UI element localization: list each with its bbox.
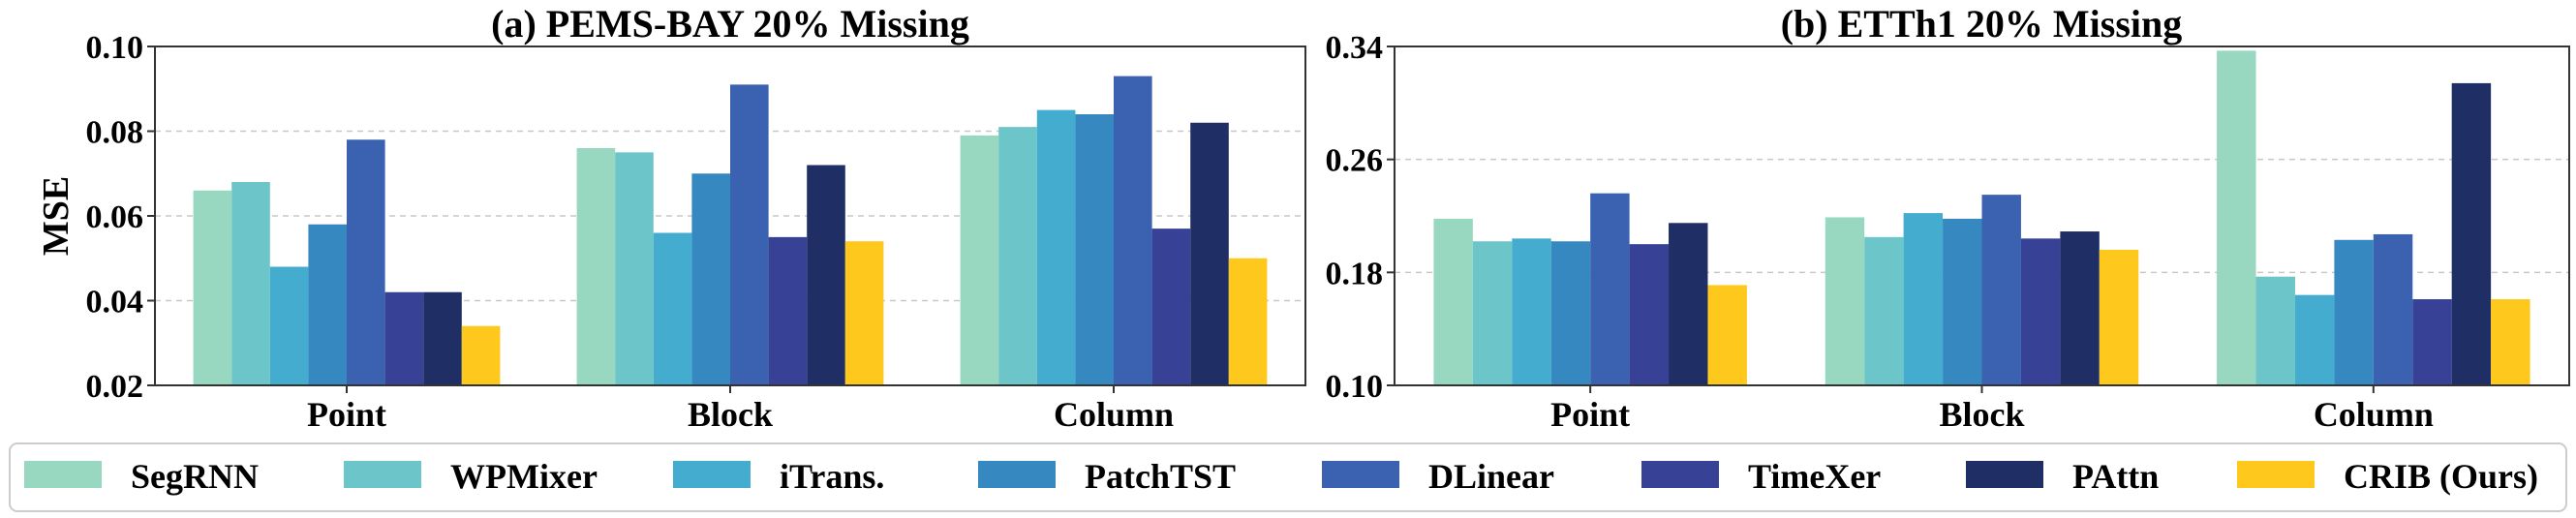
bar-dlinear-column: [1114, 76, 1152, 385]
bar-segrnn-column: [960, 135, 999, 385]
bar-wpmixer-column: [998, 127, 1037, 385]
legend-frame: [9, 442, 2567, 512]
y-axis-label: MSE: [36, 176, 77, 256]
panel-pems-bay: 0.02 0.04 0.06 0.08 0.10 Point Block Column (a…: [36, 2, 1306, 434]
legend-label-patchtst: PatchTST: [1085, 457, 1236, 496]
legend-label-dlinear: DLinear: [1428, 457, 1554, 496]
bar-timexer-point: [1629, 244, 1670, 385]
bar-segrnn-point: [1433, 218, 1473, 385]
bar-pattn-point: [1669, 223, 1708, 385]
chart-title: (b) ETTh1 20% Missing: [1781, 2, 2183, 46]
bar-itrans-point: [269, 266, 309, 385]
bar-wpmixer-column: [2255, 276, 2295, 385]
bar-dlinear-block: [730, 84, 769, 385]
bar-itrans-point: [1512, 238, 1551, 385]
legend-swatch-pattn: [1966, 461, 2043, 488]
bar-pattn-block: [807, 165, 845, 385]
legend-swatch-patchtst: [978, 461, 1056, 488]
bar-crib-ours-point: [1707, 285, 1747, 385]
bar-wpmixer-block: [1864, 236, 1904, 385]
bar-pattn-column: [2451, 82, 2492, 386]
bar-pattn-point: [423, 291, 462, 385]
bar-segrnn-point: [193, 190, 232, 385]
y-tick-label: 0.18: [1326, 256, 1384, 291]
bar-segrnn-block: [576, 148, 616, 385]
y-tick-label: 0.34: [1326, 30, 1384, 66]
legend-swatch-wpmixer: [344, 461, 421, 488]
bar-itrans-block: [653, 232, 692, 385]
bar-timexer-block: [768, 236, 808, 385]
y-tick-label: 0.06: [86, 199, 144, 235]
legend-label-itrans: iTrans.: [780, 457, 884, 496]
bar-itrans-block: [1903, 213, 1944, 385]
y-tick-label: 0.02: [86, 369, 144, 405]
legend: SegRNN WPMixer iTrans. PatchTST DLinear TimeX…: [9, 442, 2567, 512]
bar-wpmixer-block: [615, 152, 654, 385]
legend-label-crib-ours: CRIB (Ours): [2344, 457, 2538, 496]
legend-swatch-timexer: [1641, 461, 1719, 488]
bar-pattn-block: [2060, 231, 2100, 385]
bar-segrnn-column: [2217, 50, 2256, 385]
y-tick-label: 0.26: [1326, 143, 1384, 179]
bar-wpmixer-point: [1472, 241, 1513, 385]
x-tick-label: Block: [1939, 395, 2024, 434]
bar-crib-ours-column: [2491, 299, 2530, 385]
legend-swatch-segrnn: [24, 461, 102, 488]
x-tick-label: Point: [307, 395, 386, 434]
chart-title: (a) PEMS-BAY 20% Missing: [491, 2, 969, 46]
bar-patchtst-point: [308, 224, 347, 385]
bar-itrans-column: [2294, 294, 2335, 385]
bar-timexer-point: [384, 291, 424, 385]
bar-dlinear-block: [1981, 195, 2021, 385]
y-tick-label: 0.08: [86, 115, 144, 151]
legend-label-pattn: PAttn: [2072, 457, 2159, 496]
legend-swatch-crib-ours: [2237, 461, 2315, 488]
x-tick-label: Point: [1550, 395, 1630, 434]
bar-wpmixer-point: [231, 182, 270, 385]
bar-dlinear-point: [1590, 193, 1630, 385]
legend-label-segrnn: SegRNN: [131, 457, 259, 496]
legend-label-wpmixer: WPMixer: [450, 457, 598, 496]
bar-crib-ours-point: [461, 325, 501, 385]
bar-crib-ours-block: [844, 241, 884, 385]
x-tick-label: Block: [688, 395, 773, 434]
bar-patchtst-block: [691, 173, 730, 385]
legend-swatch-dlinear: [1322, 461, 1399, 488]
bar-patchtst-point: [1550, 241, 1591, 385]
bar-timexer-block: [2020, 238, 2061, 385]
panel-etth1: 0.10 0.18 0.26 0.34 Point Block Column (b) ET…: [1326, 2, 2570, 434]
x-tick-label: Column: [2314, 395, 2434, 434]
bar-pattn-column: [1190, 122, 1229, 385]
y-tick-label: 0.04: [86, 285, 144, 320]
y-tick-label: 0.10: [86, 30, 144, 66]
legend-swatch-itrans: [673, 461, 751, 488]
bar-itrans-column: [1036, 109, 1076, 385]
bar-dlinear-column: [2373, 233, 2413, 385]
bar-dlinear-point: [347, 139, 385, 385]
bar-segrnn-block: [1825, 217, 1865, 385]
bar-timexer-column: [2412, 299, 2452, 385]
bar-crib-ours-block: [2099, 250, 2139, 385]
x-tick-label: Column: [1054, 395, 1174, 434]
bar-timexer-column: [1151, 229, 1191, 385]
bar-patchtst-column: [1075, 114, 1114, 385]
legend-label-timexer: TimeXer: [1748, 457, 1881, 496]
bar-crib-ours-column: [1228, 258, 1268, 385]
bar-patchtst-column: [2334, 239, 2374, 385]
bar-patchtst-block: [1943, 218, 1982, 385]
y-tick-label: 0.10: [1326, 369, 1384, 405]
